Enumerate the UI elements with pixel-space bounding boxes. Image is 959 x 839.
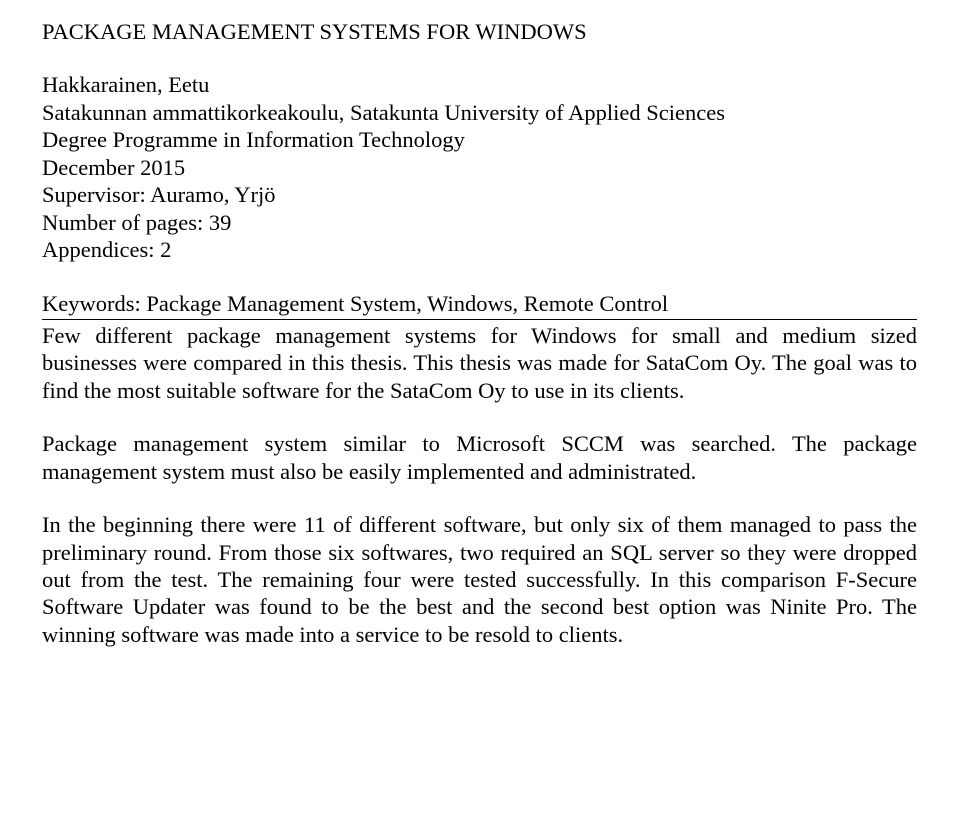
document-metadata: Hakkarainen, Eetu Satakunnan ammattikork… xyxy=(42,71,917,263)
appendices-line: Appendices: 2 xyxy=(42,236,917,263)
abstract-paragraph-1: Few different package management systems… xyxy=(42,322,917,404)
supervisor-line: Supervisor: Auramo, Yrjö xyxy=(42,181,917,208)
document-title: PACKAGE MANAGEMENT SYSTEMS FOR WINDOWS xyxy=(42,18,917,45)
degree-programme-line: Degree Programme in Information Technolo… xyxy=(42,126,917,153)
institution-line: Satakunnan ammattikorkeakoulu, Satakunta… xyxy=(42,99,917,126)
keywords-line: Keywords: Package Management System, Win… xyxy=(42,290,917,317)
author-line: Hakkarainen, Eetu xyxy=(42,71,917,98)
abstract-paragraph-2: Package management system similar to Mic… xyxy=(42,430,917,485)
section-divider xyxy=(42,319,917,320)
abstract-paragraph-3: In the beginning there were 11 of differ… xyxy=(42,511,917,648)
document-page: PACKAGE MANAGEMENT SYSTEMS FOR WINDOWS H… xyxy=(0,0,959,839)
date-line: December 2015 xyxy=(42,154,917,181)
pages-line: Number of pages: 39 xyxy=(42,209,917,236)
